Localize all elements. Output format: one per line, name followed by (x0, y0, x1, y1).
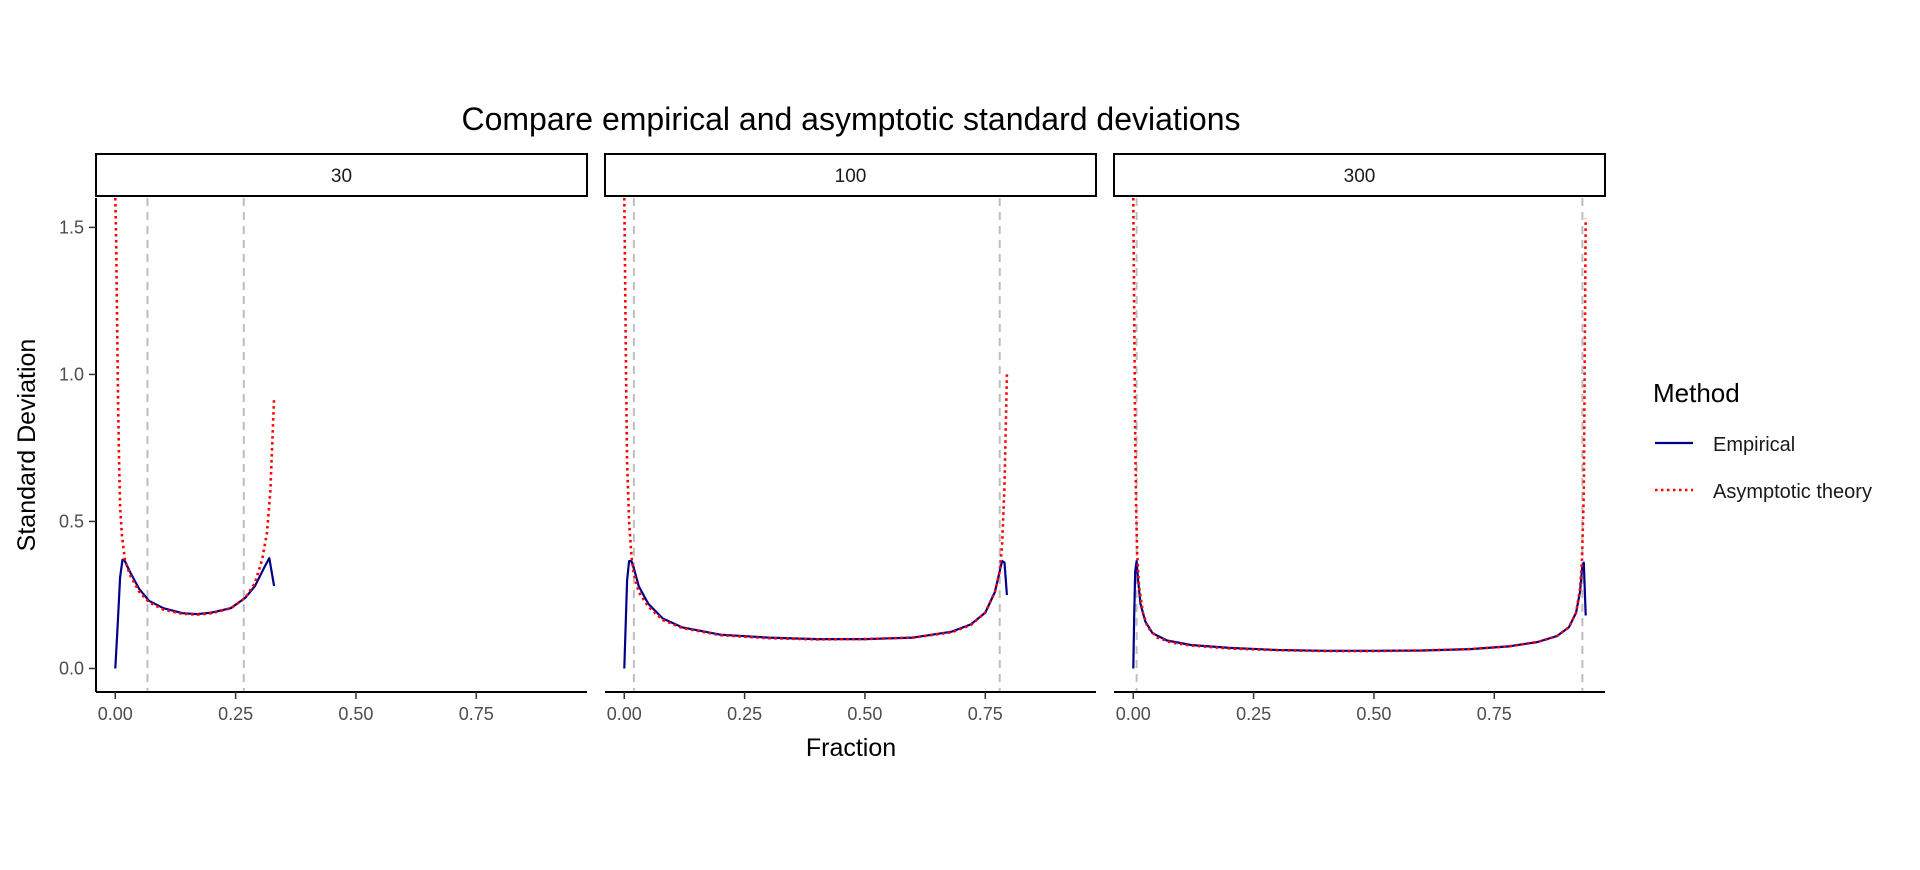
facet-strip-label: 30 (331, 166, 352, 187)
y-axis-title: Standard Deviation (13, 339, 41, 552)
x-tick-label: 0.50 (1356, 704, 1391, 724)
x-tick-label: 0.75 (968, 704, 1003, 724)
series-line-empirical (623, 560, 1008, 669)
x-tick-label: 0.75 (1477, 704, 1512, 724)
x-tick-label: 0.50 (847, 704, 882, 724)
series-line-asymptotic-theory (114, 198, 276, 616)
legend-title: Method (1653, 378, 1740, 408)
x-tick-label: 0.25 (727, 704, 762, 724)
facet-strip-label: 100 (835, 166, 867, 187)
x-tick-label: 0.00 (98, 704, 133, 724)
x-tick-label: 0.25 (1236, 704, 1271, 724)
y-tick-label: 1.5 (59, 217, 84, 237)
legend-label-empirical: Empirical (1713, 434, 1795, 456)
legend: Method Empirical Asymptotic theory (1653, 378, 1872, 503)
x-axis-title: Fraction (806, 734, 896, 762)
x-tick-label: 0.25 (218, 704, 253, 724)
facet-panel-30: 30 0.00 0.25 0.50 0.75 0.0 0.5 1.0 1.5 (59, 153, 588, 724)
facet-strip-label: 300 (1344, 166, 1376, 187)
x-tick-label: 0.00 (607, 704, 642, 724)
y-tick-label: 1.0 (59, 364, 84, 384)
facet-panel-300: 300 0.00 0.25 0.50 0.75 (1113, 153, 1606, 724)
legend-label-asymptotic-theory: Asymptotic theory (1713, 481, 1872, 503)
y-tick-label: 0.0 (59, 658, 84, 678)
series-line-asymptotic-theory (1132, 198, 1587, 653)
y-tick-label: 0.5 (59, 511, 84, 531)
facet-strip (1113, 153, 1606, 197)
series-line-empirical (1132, 560, 1587, 669)
series-line-empirical (114, 557, 276, 669)
x-tick-label: 0.00 (1116, 704, 1151, 724)
series-line-asymptotic-theory (623, 198, 1009, 641)
facet-panel-100: 100 0.00 0.25 0.50 0.75 (604, 153, 1097, 724)
facet-strip (95, 153, 588, 197)
plot-title: Compare empirical and asymptotic standar… (461, 101, 1240, 137)
x-tick-label: 0.75 (459, 704, 494, 724)
x-tick-label: 0.50 (338, 704, 373, 724)
facet-strip (604, 153, 1097, 197)
facet-panels: 30 0.00 0.25 0.50 0.75 0.0 0.5 1.0 1.5 100 0.00 0.2… (59, 153, 1606, 724)
